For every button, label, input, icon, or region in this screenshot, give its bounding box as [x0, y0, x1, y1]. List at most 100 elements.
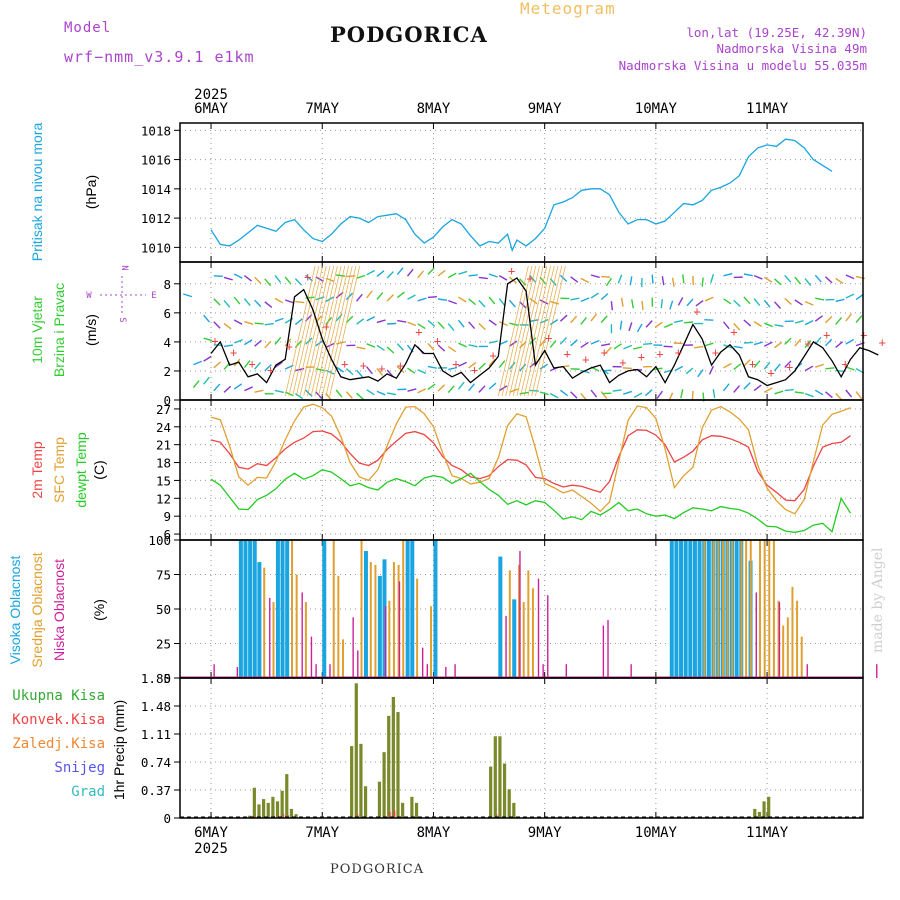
wind-barb — [183, 340, 190, 345]
wind-barb — [620, 297, 624, 307]
wind-barb — [855, 315, 863, 324]
gust-marker: + — [230, 345, 237, 359]
wind-barb — [784, 337, 792, 345]
footer-city: PODGORICA — [330, 862, 425, 877]
wind-barb — [488, 382, 497, 390]
wind-barb — [804, 340, 812, 349]
wind-barb — [345, 391, 353, 399]
cloud-bar — [547, 595, 549, 678]
wind-barb — [794, 299, 803, 306]
wind-barb — [651, 274, 654, 284]
wind-barb — [671, 277, 675, 287]
cloud-bar — [759, 540, 762, 678]
wind-barb — [264, 278, 272, 287]
wind-barb — [617, 274, 623, 284]
wind-barb — [784, 274, 792, 283]
wind-barb — [447, 323, 455, 332]
cloud-bar — [674, 540, 679, 678]
wind-barb — [274, 361, 283, 368]
cloud-bar — [512, 599, 517, 678]
wind-barb — [590, 389, 598, 398]
cloud-bar — [505, 615, 507, 678]
temp2m-axis-title: 2m Temp — [29, 441, 45, 499]
wind-barb — [488, 340, 499, 344]
cloud-high-axis-title: Visoka Oblacnost — [7, 556, 23, 665]
y-tick-label: 0 — [163, 811, 171, 826]
wind-barb — [733, 299, 741, 307]
wind-barb — [458, 342, 467, 348]
wind-barb — [722, 383, 730, 392]
top-date-label: 6MAY — [194, 101, 228, 117]
wind-barb — [254, 339, 262, 347]
wind-barb — [427, 365, 437, 369]
wind-barb — [193, 296, 201, 300]
wind-barb — [376, 319, 386, 324]
cloud-bar — [768, 540, 771, 678]
wind-barb — [539, 363, 549, 370]
wind-barb — [622, 367, 632, 370]
y-tick-label: 2 — [163, 364, 171, 379]
cloud-bar — [275, 540, 280, 678]
cloud-bar — [357, 650, 359, 678]
wind-barb — [590, 292, 599, 299]
wind-barb — [723, 298, 732, 305]
cloud-bar — [778, 602, 781, 678]
y-tick-label: 75 — [156, 568, 171, 583]
wind-barb — [605, 277, 612, 287]
compass-north: N — [119, 265, 129, 270]
cloud-bar — [398, 581, 401, 678]
wind-barb — [722, 321, 730, 330]
gust-marker: + — [842, 357, 849, 371]
wind-barb — [683, 321, 694, 324]
cloud-bar — [806, 664, 808, 678]
y-tick-label: 50 — [156, 602, 171, 617]
wind-barb — [814, 389, 824, 396]
cloud-bar — [630, 664, 632, 678]
wind-barb — [488, 273, 498, 278]
wind-barb — [183, 293, 193, 298]
wind-barb — [366, 269, 375, 276]
wind-barb — [845, 389, 853, 398]
precip-bar — [363, 786, 368, 818]
wind-barb — [233, 383, 243, 390]
precip-bar — [757, 811, 762, 818]
wind-barb — [733, 322, 741, 331]
cloud-bar — [755, 592, 757, 678]
y-tick-label: 6 — [163, 527, 171, 542]
wind-barb — [835, 277, 844, 285]
wind-barb — [468, 383, 475, 392]
precip-bar — [389, 811, 391, 818]
precip-legend-item: Grad — [71, 784, 105, 800]
wind-barb — [686, 298, 694, 307]
precip-bar — [382, 752, 386, 818]
cloud-bar — [537, 578, 540, 678]
wind-barb — [641, 300, 644, 311]
wind-barb — [509, 340, 518, 347]
top-date-label: 7MAY — [305, 101, 339, 117]
y-tick-label: 21 — [156, 438, 171, 453]
wind-barb — [407, 321, 417, 327]
panel-precipitation: 0 0.37 0.74 1.11 1.48 1.85 — [141, 671, 863, 826]
cloud-bar — [679, 540, 684, 678]
precip-bar — [377, 781, 382, 818]
cloud-bar — [519, 551, 521, 678]
wind-barb — [243, 275, 253, 282]
wind-barb — [645, 320, 653, 328]
wind-barb — [559, 389, 568, 397]
wind-barb — [478, 276, 488, 280]
wind-barb — [284, 276, 292, 285]
wind-barb — [774, 278, 782, 286]
precip-bar — [493, 736, 497, 818]
wind-barb — [396, 343, 404, 351]
temp-line-0 — [210, 429, 851, 502]
wind-barb — [437, 269, 446, 277]
wind-barb — [458, 296, 467, 303]
wind-barb — [498, 385, 508, 392]
wind-barb — [835, 392, 843, 401]
wind-barb — [254, 361, 262, 370]
cloud-bar — [238, 540, 243, 678]
wind-barb — [550, 300, 560, 305]
wind-barb — [345, 315, 354, 324]
wind-barb — [835, 341, 844, 348]
wind-barb — [254, 389, 264, 393]
